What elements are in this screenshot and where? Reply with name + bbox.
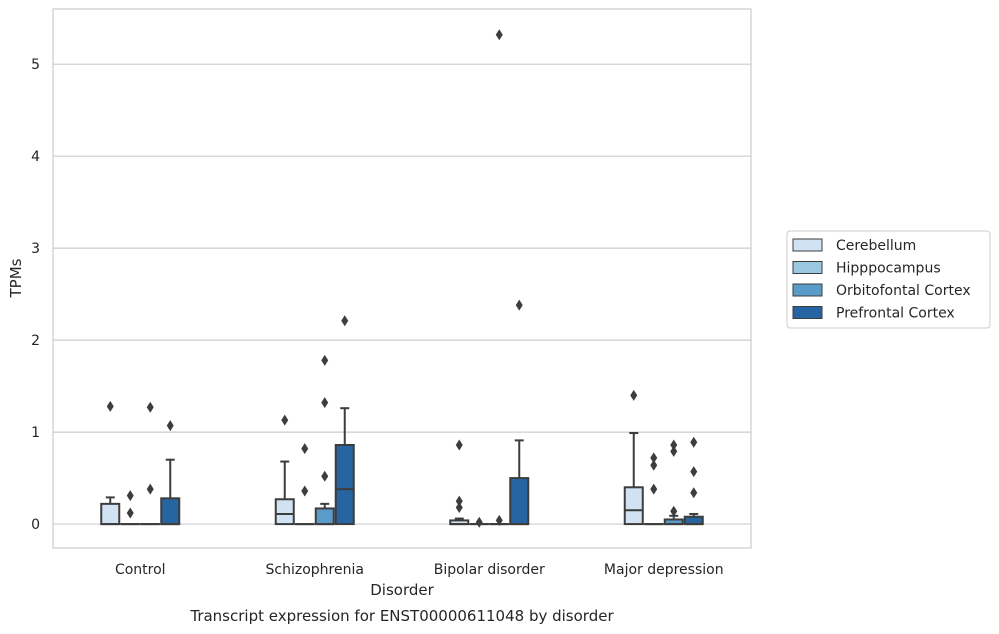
outlier-point	[455, 502, 463, 514]
box-hipppocampus	[120, 490, 141, 526]
outlier-point	[166, 420, 174, 432]
box-prefrontal-cortex	[683, 436, 704, 526]
outlier-point	[630, 389, 638, 401]
outlier-point	[650, 459, 658, 471]
legend-swatch	[792, 283, 823, 297]
legend-frame	[786, 230, 991, 329]
outlier-point	[301, 443, 309, 455]
box-body	[509, 477, 530, 526]
y-tick-label: 4	[31, 149, 40, 165]
outlier-point	[341, 315, 349, 327]
legend-label: Orbitofontal Cortex	[836, 283, 971, 299]
chart-caption: Transcript expression for ENST0000061104…	[189, 607, 614, 625]
box-prefrontal-cortex	[509, 299, 530, 526]
box-cerebellum	[100, 400, 121, 526]
outlier-point	[515, 299, 523, 311]
outlier-point	[146, 401, 154, 413]
box-prefrontal-cortex	[160, 420, 181, 526]
legend-swatch	[792, 238, 823, 252]
legend-swatch	[792, 306, 823, 319]
box-prefrontal-cortex	[334, 315, 355, 526]
outlier-point	[670, 505, 678, 517]
y-tick-label: 1	[31, 425, 40, 441]
box-body	[274, 498, 295, 526]
outlier-point	[106, 400, 114, 412]
box-hipppocampus	[643, 452, 664, 526]
x-tick-label: Control	[115, 562, 166, 578]
outlier-point	[475, 516, 483, 528]
y-tick-label: 3	[31, 241, 40, 257]
legend-label: Cerebellum	[836, 238, 916, 254]
legend: Cerebellum Hipppocampus Orbitofontal Corte…	[786, 230, 991, 329]
outlier-point	[650, 452, 658, 464]
plot-frame	[52, 8, 752, 549]
box-orbitofontal-cortex	[314, 354, 335, 526]
box-cerebellum	[623, 389, 644, 526]
outlier-point	[455, 439, 463, 451]
box-hipppocampus	[469, 516, 490, 528]
x-tick-label: Major depression	[604, 562, 724, 578]
outlier-point	[690, 466, 698, 478]
box-body	[623, 486, 644, 526]
y-tick-label: 0	[31, 517, 40, 533]
x-axis-ticks: Control Schizophrenia Bipolar disorder Majo…	[115, 562, 724, 578]
outlier-point	[690, 436, 698, 448]
x-tick-label: Schizophrenia	[266, 562, 364, 578]
y-axis-ticks: 0 1 2 3 4 5	[31, 57, 40, 533]
box-cerebellum	[449, 439, 470, 526]
box-orbitofontal-cortex	[489, 29, 510, 526]
box-body	[334, 443, 355, 526]
y-axis-label: TPMs	[7, 258, 25, 298]
box-cerebellum	[274, 414, 295, 526]
box-body	[100, 502, 121, 526]
outlier-point	[650, 483, 658, 495]
outlier-point	[495, 514, 503, 526]
box-body	[314, 507, 335, 526]
outlier-point	[321, 470, 329, 482]
outlier-point	[126, 490, 134, 502]
box-plot-area	[100, 29, 704, 528]
x-axis-label: Disorder	[370, 581, 434, 599]
legend-label: Hipppocampus	[836, 261, 941, 277]
box-body	[160, 497, 181, 526]
outlier-point	[670, 445, 678, 457]
box-body	[683, 515, 704, 526]
outlier-point	[495, 29, 503, 41]
outlier-point	[126, 507, 134, 519]
outlier-point	[146, 483, 154, 495]
outlier-point	[321, 397, 329, 409]
y-tick-label: 5	[31, 57, 40, 73]
outlier-point	[301, 485, 309, 497]
grid-lines	[53, 63, 751, 525]
outlier-point	[455, 495, 463, 507]
y-tick-label: 2	[31, 333, 40, 349]
box-orbitofontal-cortex	[140, 401, 161, 526]
box-orbitofontal-cortex	[663, 439, 684, 526]
outlier-point	[690, 487, 698, 499]
legend-label: Prefrontal Cortex	[836, 306, 955, 322]
x-tick-label: Bipolar disorder	[434, 562, 545, 578]
outlier-point	[321, 354, 329, 366]
box-hipppocampus	[294, 443, 315, 526]
legend-swatch	[792, 261, 823, 274]
outlier-point	[670, 439, 678, 451]
outlier-point	[281, 414, 289, 426]
